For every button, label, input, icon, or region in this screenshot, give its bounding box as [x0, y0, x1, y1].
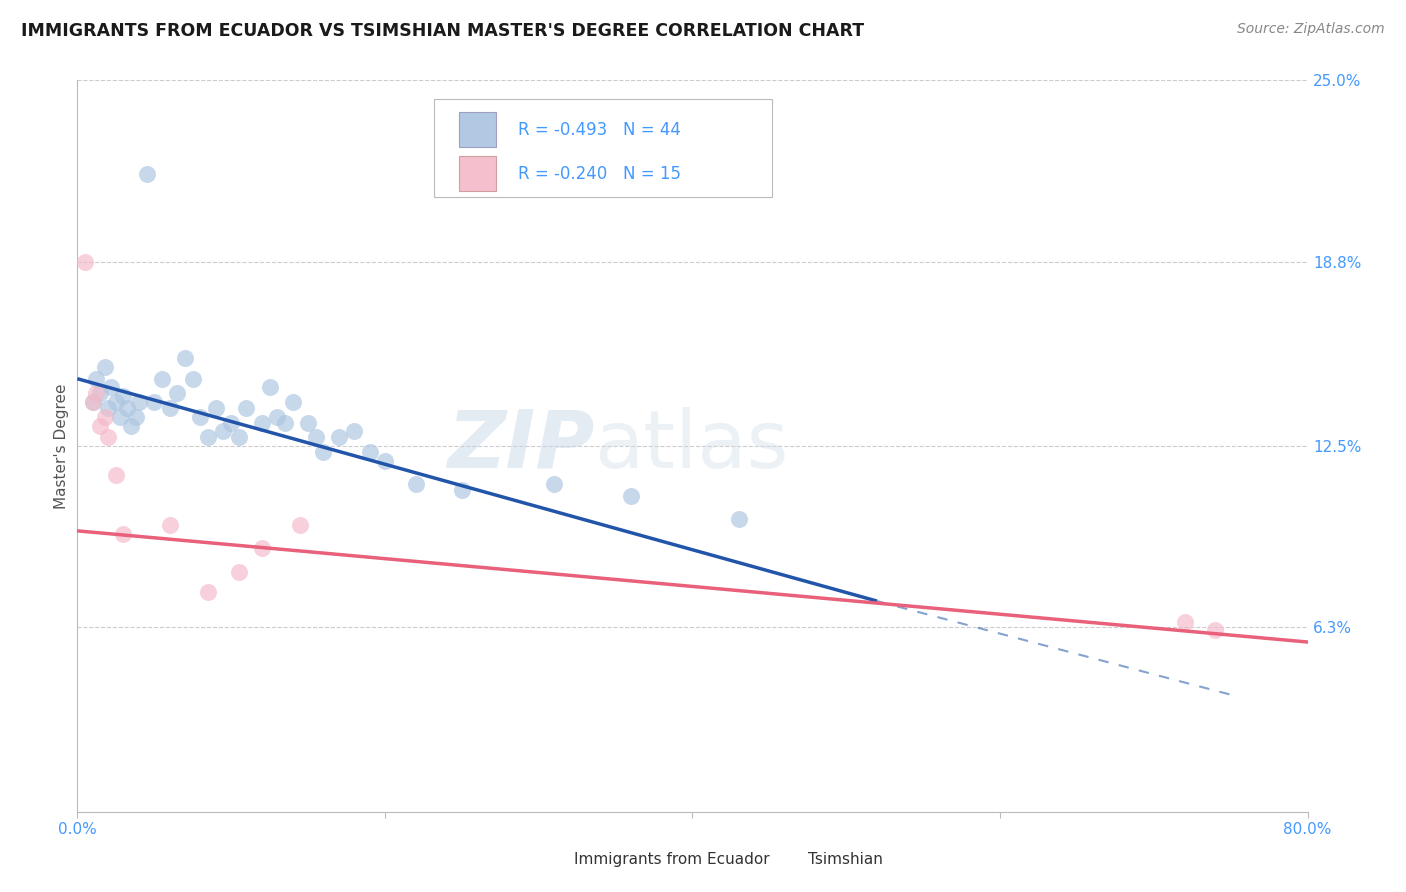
Point: [374, 453, 396, 467]
Point: [359, 445, 381, 459]
Text: IMMIGRANTS FROM ECUADOR VS TSIMSHIAN MASTER'S DEGREE CORRELATION CHART: IMMIGRANTS FROM ECUADOR VS TSIMSHIAN MAS…: [21, 22, 865, 40]
Point: [405, 477, 427, 491]
Point: [305, 430, 328, 444]
Point: [104, 395, 127, 409]
Text: Immigrants from Ecuador: Immigrants from Ecuador: [575, 852, 770, 867]
Point: [112, 526, 135, 541]
Point: [620, 489, 643, 503]
Point: [159, 401, 181, 415]
Point: [343, 425, 366, 439]
Text: R = -0.240   N = 15: R = -0.240 N = 15: [517, 164, 681, 183]
Point: [100, 380, 122, 394]
Point: [727, 512, 749, 526]
Text: R = -0.493   N = 44: R = -0.493 N = 44: [517, 120, 681, 138]
Point: [281, 395, 304, 409]
Point: [84, 372, 107, 386]
Point: [94, 409, 117, 424]
Point: [112, 389, 135, 403]
Point: [197, 430, 219, 444]
FancyBboxPatch shape: [527, 847, 562, 871]
Point: [174, 351, 197, 366]
Point: [259, 380, 281, 394]
Point: [94, 359, 117, 374]
Point: [197, 585, 219, 599]
Point: [125, 409, 148, 424]
Point: [97, 401, 120, 415]
Point: [543, 477, 565, 491]
Point: [135, 167, 157, 181]
FancyBboxPatch shape: [458, 112, 496, 147]
Point: [120, 418, 142, 433]
Point: [159, 518, 181, 533]
Point: [235, 401, 257, 415]
Point: [84, 386, 107, 401]
Point: [274, 416, 297, 430]
Point: [89, 418, 111, 433]
Point: [250, 541, 273, 556]
Point: [1174, 615, 1197, 629]
Point: [73, 254, 96, 268]
Y-axis label: Master's Degree: Master's Degree: [53, 384, 69, 508]
FancyBboxPatch shape: [434, 99, 772, 197]
Point: [212, 425, 235, 439]
Point: [166, 386, 188, 401]
Point: [1204, 624, 1226, 638]
Point: [128, 395, 150, 409]
Point: [115, 401, 138, 415]
Point: [97, 430, 120, 444]
Point: [290, 518, 312, 533]
Point: [82, 395, 104, 409]
FancyBboxPatch shape: [458, 156, 496, 191]
Point: [266, 409, 288, 424]
Point: [104, 468, 127, 483]
Point: [297, 416, 319, 430]
Point: [110, 409, 132, 424]
Point: [450, 483, 472, 497]
Point: [328, 430, 350, 444]
Point: [219, 416, 242, 430]
Point: [204, 401, 226, 415]
Point: [188, 409, 212, 424]
Point: [312, 445, 335, 459]
Point: [143, 395, 166, 409]
Point: [89, 386, 111, 401]
Point: [228, 430, 250, 444]
Point: [82, 395, 104, 409]
Text: Source: ZipAtlas.com: Source: ZipAtlas.com: [1237, 22, 1385, 37]
Point: [250, 416, 273, 430]
Text: Tsimshian: Tsimshian: [808, 852, 883, 867]
Point: [181, 372, 204, 386]
FancyBboxPatch shape: [762, 847, 796, 871]
Point: [228, 565, 250, 579]
Point: [150, 372, 173, 386]
Text: ZIP: ZIP: [447, 407, 595, 485]
Text: atlas: atlas: [595, 407, 789, 485]
